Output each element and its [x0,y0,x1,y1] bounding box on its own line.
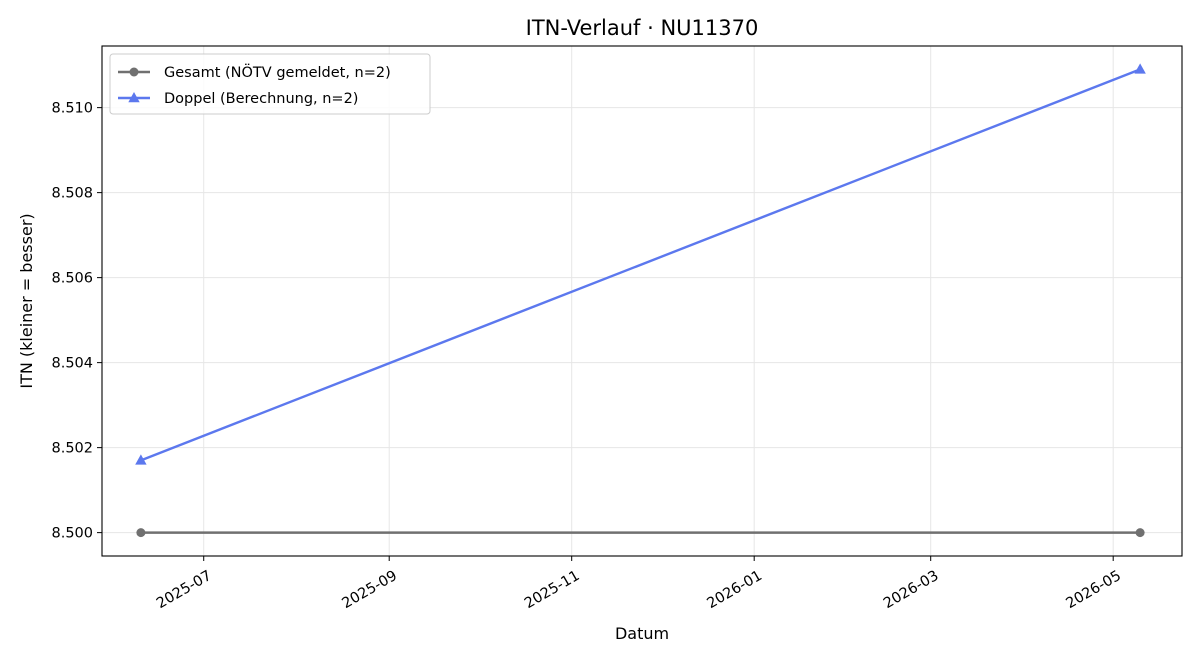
legend-entry: Gesamt (NÖTV gemeldet, n=2) [118,63,391,81]
y-axis-label: ITN (kleiner = besser) [17,213,36,388]
series-layer [135,63,1146,538]
legend-marker [128,92,140,103]
y-tick-label: 8.504 [51,356,93,372]
series-2 [135,63,1146,465]
y-tick-label: 8.502 [51,441,93,457]
series-1 [136,528,1145,538]
data-point [1135,528,1145,538]
legend: Gesamt (NÖTV gemeldet, n=2) Doppel (Berec… [109,53,431,115]
y-axis-ticks: 8.500 8.502 8.504 8.506 8.508 8.510 [51,101,102,542]
y-tick-label: 8.510 [51,101,93,117]
legend-marker [129,67,139,77]
legend-label: Doppel (Berechnung, n=2) [164,91,358,107]
chart-title: ITN-Verlauf · NU11370 [526,16,759,40]
data-point [1134,63,1146,74]
data-point [135,454,147,465]
series-line [139,68,1142,462]
legend-label: Gesamt (NÖTV gemeldet, n=2) [164,63,391,81]
x-axis-label: Datum [615,624,669,643]
y-tick-label: 8.500 [51,526,93,542]
plot-frame [101,45,1183,557]
legend-entry: Doppel (Berechnung, n=2) [118,91,358,107]
y-tick-label: 8.506 [51,271,93,287]
y-tick-label: 8.508 [51,186,93,202]
data-point [136,528,146,538]
legend-box [109,53,431,115]
